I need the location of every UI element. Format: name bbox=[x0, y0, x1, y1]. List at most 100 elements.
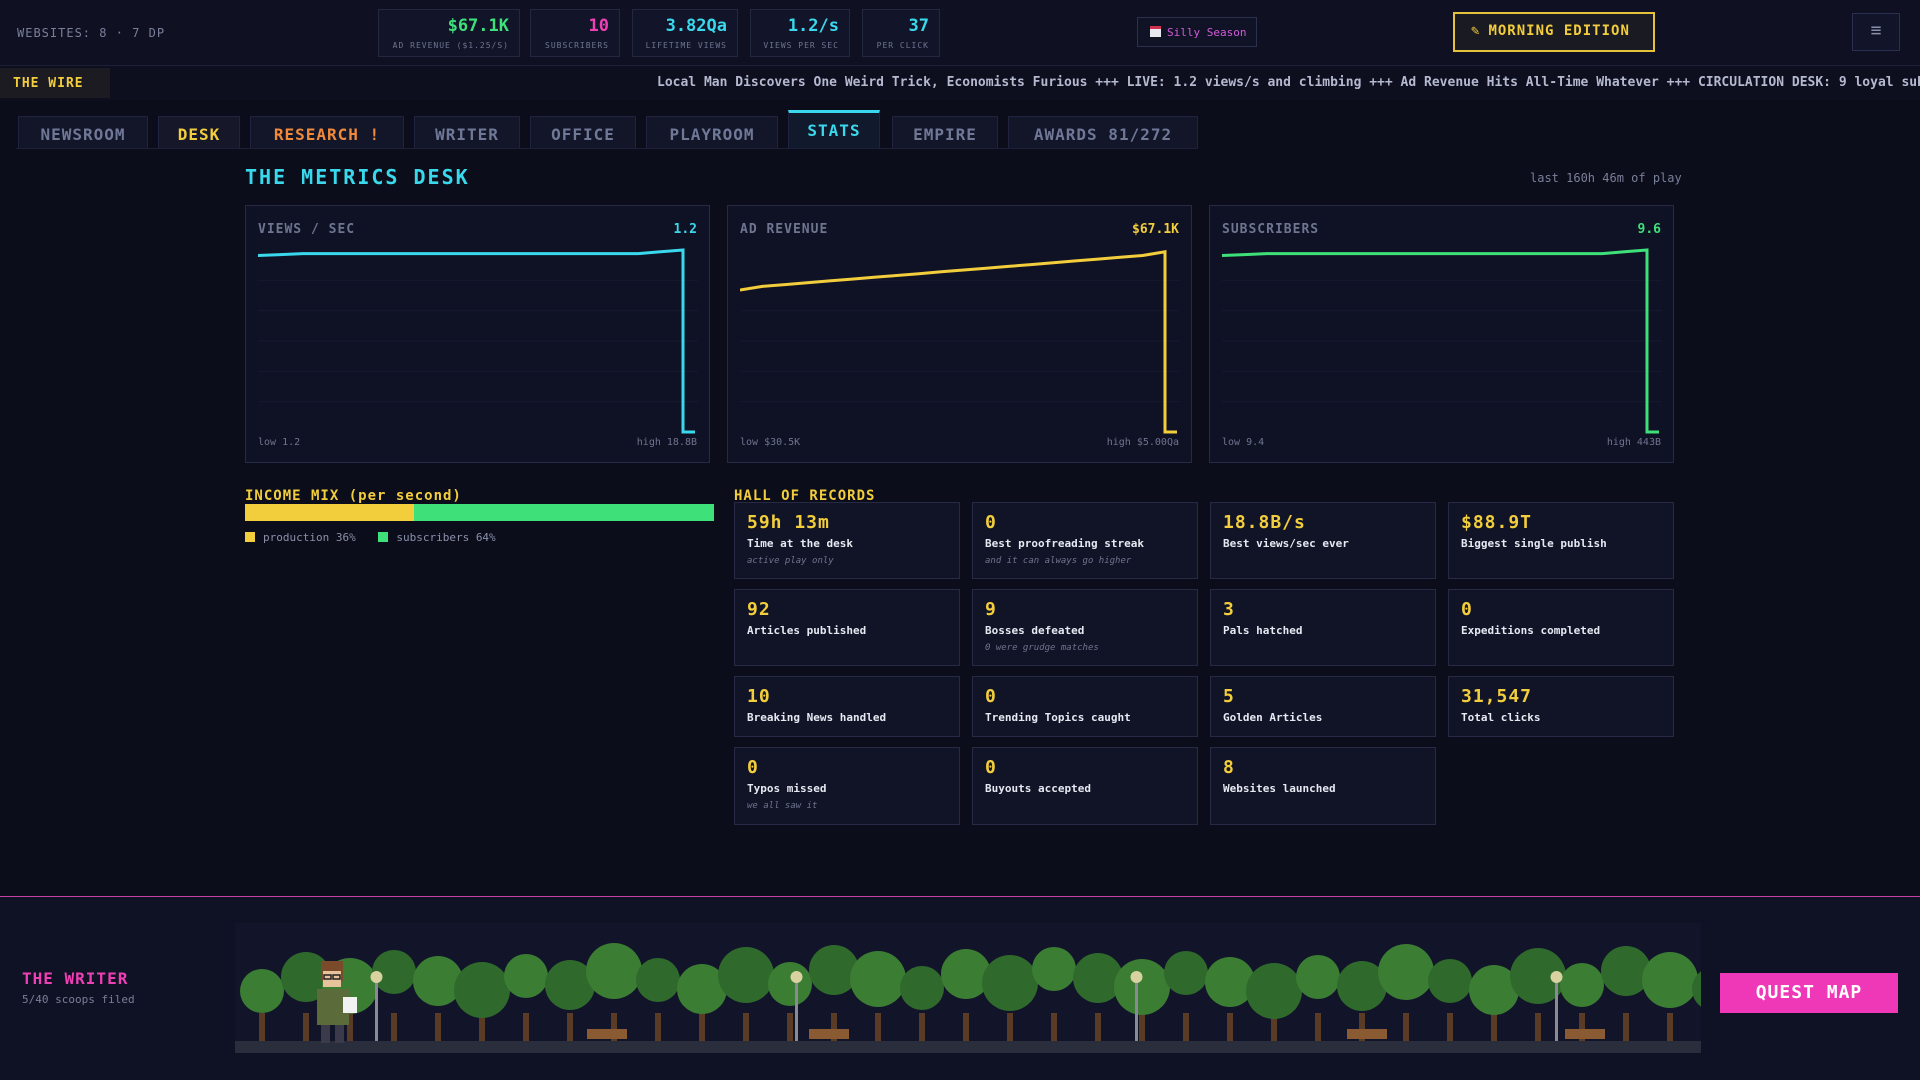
tree-trunk bbox=[1403, 1013, 1409, 1041]
legend-production: production 36% bbox=[245, 531, 356, 544]
season-badge[interactable]: Silly Season bbox=[1137, 17, 1257, 47]
pencil-icon: ✎ bbox=[1471, 23, 1481, 39]
tree-canopy bbox=[586, 943, 642, 999]
tree-trunk bbox=[1227, 1013, 1233, 1041]
stat-value: 10 bbox=[588, 16, 609, 36]
tree-canopy bbox=[636, 958, 680, 1002]
chart-low-label: low 1.2 bbox=[258, 437, 301, 448]
park-scene-art bbox=[235, 943, 1701, 1053]
record-card: 5 Golden Articles bbox=[1210, 676, 1436, 737]
tree-trunk bbox=[435, 1013, 441, 1041]
park-scene bbox=[235, 923, 1701, 1053]
chart-series-line bbox=[1222, 248, 1659, 434]
tab-playroom[interactable]: PLAYROOM bbox=[646, 116, 778, 148]
tree-canopy bbox=[1469, 965, 1519, 1015]
legend-swatch bbox=[245, 532, 255, 542]
websites-counter: WEBSITES: 8 · 7 DP bbox=[17, 26, 166, 40]
record-value: 92 bbox=[747, 599, 771, 620]
calendar-icon bbox=[1150, 26, 1161, 37]
record-label: Best views/sec ever bbox=[1223, 537, 1349, 550]
chart-low-label: low $30.5K bbox=[740, 437, 801, 448]
tree-canopy bbox=[900, 966, 944, 1010]
chart-ad-revenue: AD REVENUE $67.1K low $30.5K high $5.00Q… bbox=[727, 205, 1192, 463]
quest-map-button[interactable]: QUEST MAP bbox=[1720, 973, 1898, 1013]
record-value: $88.9T bbox=[1461, 512, 1533, 533]
tree-trunk bbox=[919, 1013, 925, 1041]
chart-plot bbox=[740, 250, 1180, 434]
record-card: 9 Bosses defeated 0 were grudge matches bbox=[972, 589, 1198, 666]
trees bbox=[240, 943, 1701, 1041]
tab-research[interactable]: RESEARCH ! bbox=[250, 116, 404, 148]
record-card: 8 Websites launched bbox=[1210, 747, 1436, 825]
tree-canopy bbox=[413, 956, 463, 1006]
record-card: 31,547 Total clicks bbox=[1448, 676, 1674, 737]
menu-button[interactable]: ≡ bbox=[1852, 13, 1900, 51]
record-value: 0 bbox=[747, 757, 759, 778]
tree-trunk bbox=[1095, 1013, 1101, 1041]
tab-empire[interactable]: EMPIRE bbox=[892, 116, 998, 148]
tree-trunk bbox=[1535, 1013, 1541, 1041]
record-card: 0 Trending Topics caught bbox=[972, 676, 1198, 737]
tab-newsroom[interactable]: NEWSROOM bbox=[18, 116, 148, 148]
tree-trunk bbox=[655, 1013, 661, 1041]
tree-trunk bbox=[1359, 1013, 1365, 1041]
chart-high-label: high 443B bbox=[1606, 437, 1661, 448]
record-card: 3 Pals hatched bbox=[1210, 589, 1436, 666]
chart-high-label: high $5.00Qa bbox=[1106, 437, 1179, 448]
bench bbox=[1565, 1029, 1605, 1039]
tab-stats[interactable]: STATS bbox=[788, 110, 880, 148]
top-bar: WEBSITES: 8 · 7 DP $67.1K AD REVENUE ($1… bbox=[0, 0, 1920, 66]
record-value: 8 bbox=[1223, 757, 1235, 778]
tree-canopy bbox=[768, 962, 812, 1006]
bench bbox=[809, 1029, 849, 1039]
tree-canopy bbox=[809, 945, 859, 995]
morning-edition-button[interactable]: ✎ MORNING EDITION bbox=[1453, 12, 1655, 52]
record-card: $88.9T Biggest single publish bbox=[1448, 502, 1674, 579]
record-card: 18.8B/s Best views/sec ever bbox=[1210, 502, 1436, 579]
record-card: 59h 13m Time at the desk active play onl… bbox=[734, 502, 960, 579]
tree-trunk bbox=[1579, 1013, 1585, 1041]
record-value: 9 bbox=[985, 599, 997, 620]
tab-desk[interactable]: DESK bbox=[158, 116, 240, 148]
record-value: 0 bbox=[985, 757, 997, 778]
stat-lifetime-views: 3.82Qa LIFETIME VIEWS bbox=[632, 9, 738, 57]
character-glasses-right bbox=[332, 974, 341, 980]
tree-canopy bbox=[1246, 963, 1302, 1019]
lamp-pole bbox=[1135, 979, 1138, 1041]
record-label: Time at the desk bbox=[747, 537, 853, 550]
record-label: Trending Topics caught bbox=[985, 711, 1131, 724]
income-mix-title: INCOME MIX (per second) bbox=[245, 488, 462, 504]
tree-canopy bbox=[504, 954, 548, 998]
tree-canopy bbox=[545, 960, 595, 1010]
chart-high-label: high 18.8B bbox=[636, 437, 697, 448]
record-card: 0 Best proofreading streak and it can al… bbox=[972, 502, 1198, 579]
play-time-note: last 160h 46m of play bbox=[1530, 171, 1682, 185]
news-wire: THE WIRE Local Man Discovers One Weird T… bbox=[0, 66, 1920, 100]
chart-views-per-sec: VIEWS / SEC 1.2 low 1.2 high 18.8B bbox=[245, 205, 710, 463]
tab-writer[interactable]: WRITER bbox=[414, 116, 520, 148]
record-value: 31,547 bbox=[1461, 686, 1533, 707]
tree-canopy bbox=[1510, 948, 1566, 1004]
record-value: 0 bbox=[985, 686, 997, 707]
tab-awards[interactable]: AWARDS 81/272 bbox=[1008, 116, 1198, 148]
tree-trunk bbox=[963, 1013, 969, 1041]
legend-label: subscribers 64% bbox=[396, 531, 496, 544]
chart-subscribers: SUBSCRIBERS 9.6 low 9.4 high 443B bbox=[1209, 205, 1674, 463]
tree-trunk bbox=[1007, 1013, 1013, 1041]
record-label: Total clicks bbox=[1461, 711, 1541, 724]
bench bbox=[587, 1029, 627, 1039]
tree-trunk bbox=[611, 1013, 617, 1041]
tree-canopy bbox=[454, 962, 510, 1018]
tab-divider bbox=[16, 148, 1198, 149]
record-value: 3 bbox=[1223, 599, 1235, 620]
tab-office[interactable]: OFFICE bbox=[530, 116, 636, 148]
record-value: 0 bbox=[985, 512, 997, 533]
benches bbox=[587, 1029, 1605, 1039]
tree-trunk bbox=[743, 1013, 749, 1041]
income-mix-segment bbox=[413, 504, 714, 521]
record-card: 0 Expeditions completed bbox=[1448, 589, 1674, 666]
tree-trunk bbox=[523, 1013, 529, 1041]
tree-trunk bbox=[1271, 1013, 1277, 1041]
bench bbox=[1347, 1029, 1387, 1039]
income-mix-legend: production 36% subscribers 64% bbox=[245, 531, 512, 544]
